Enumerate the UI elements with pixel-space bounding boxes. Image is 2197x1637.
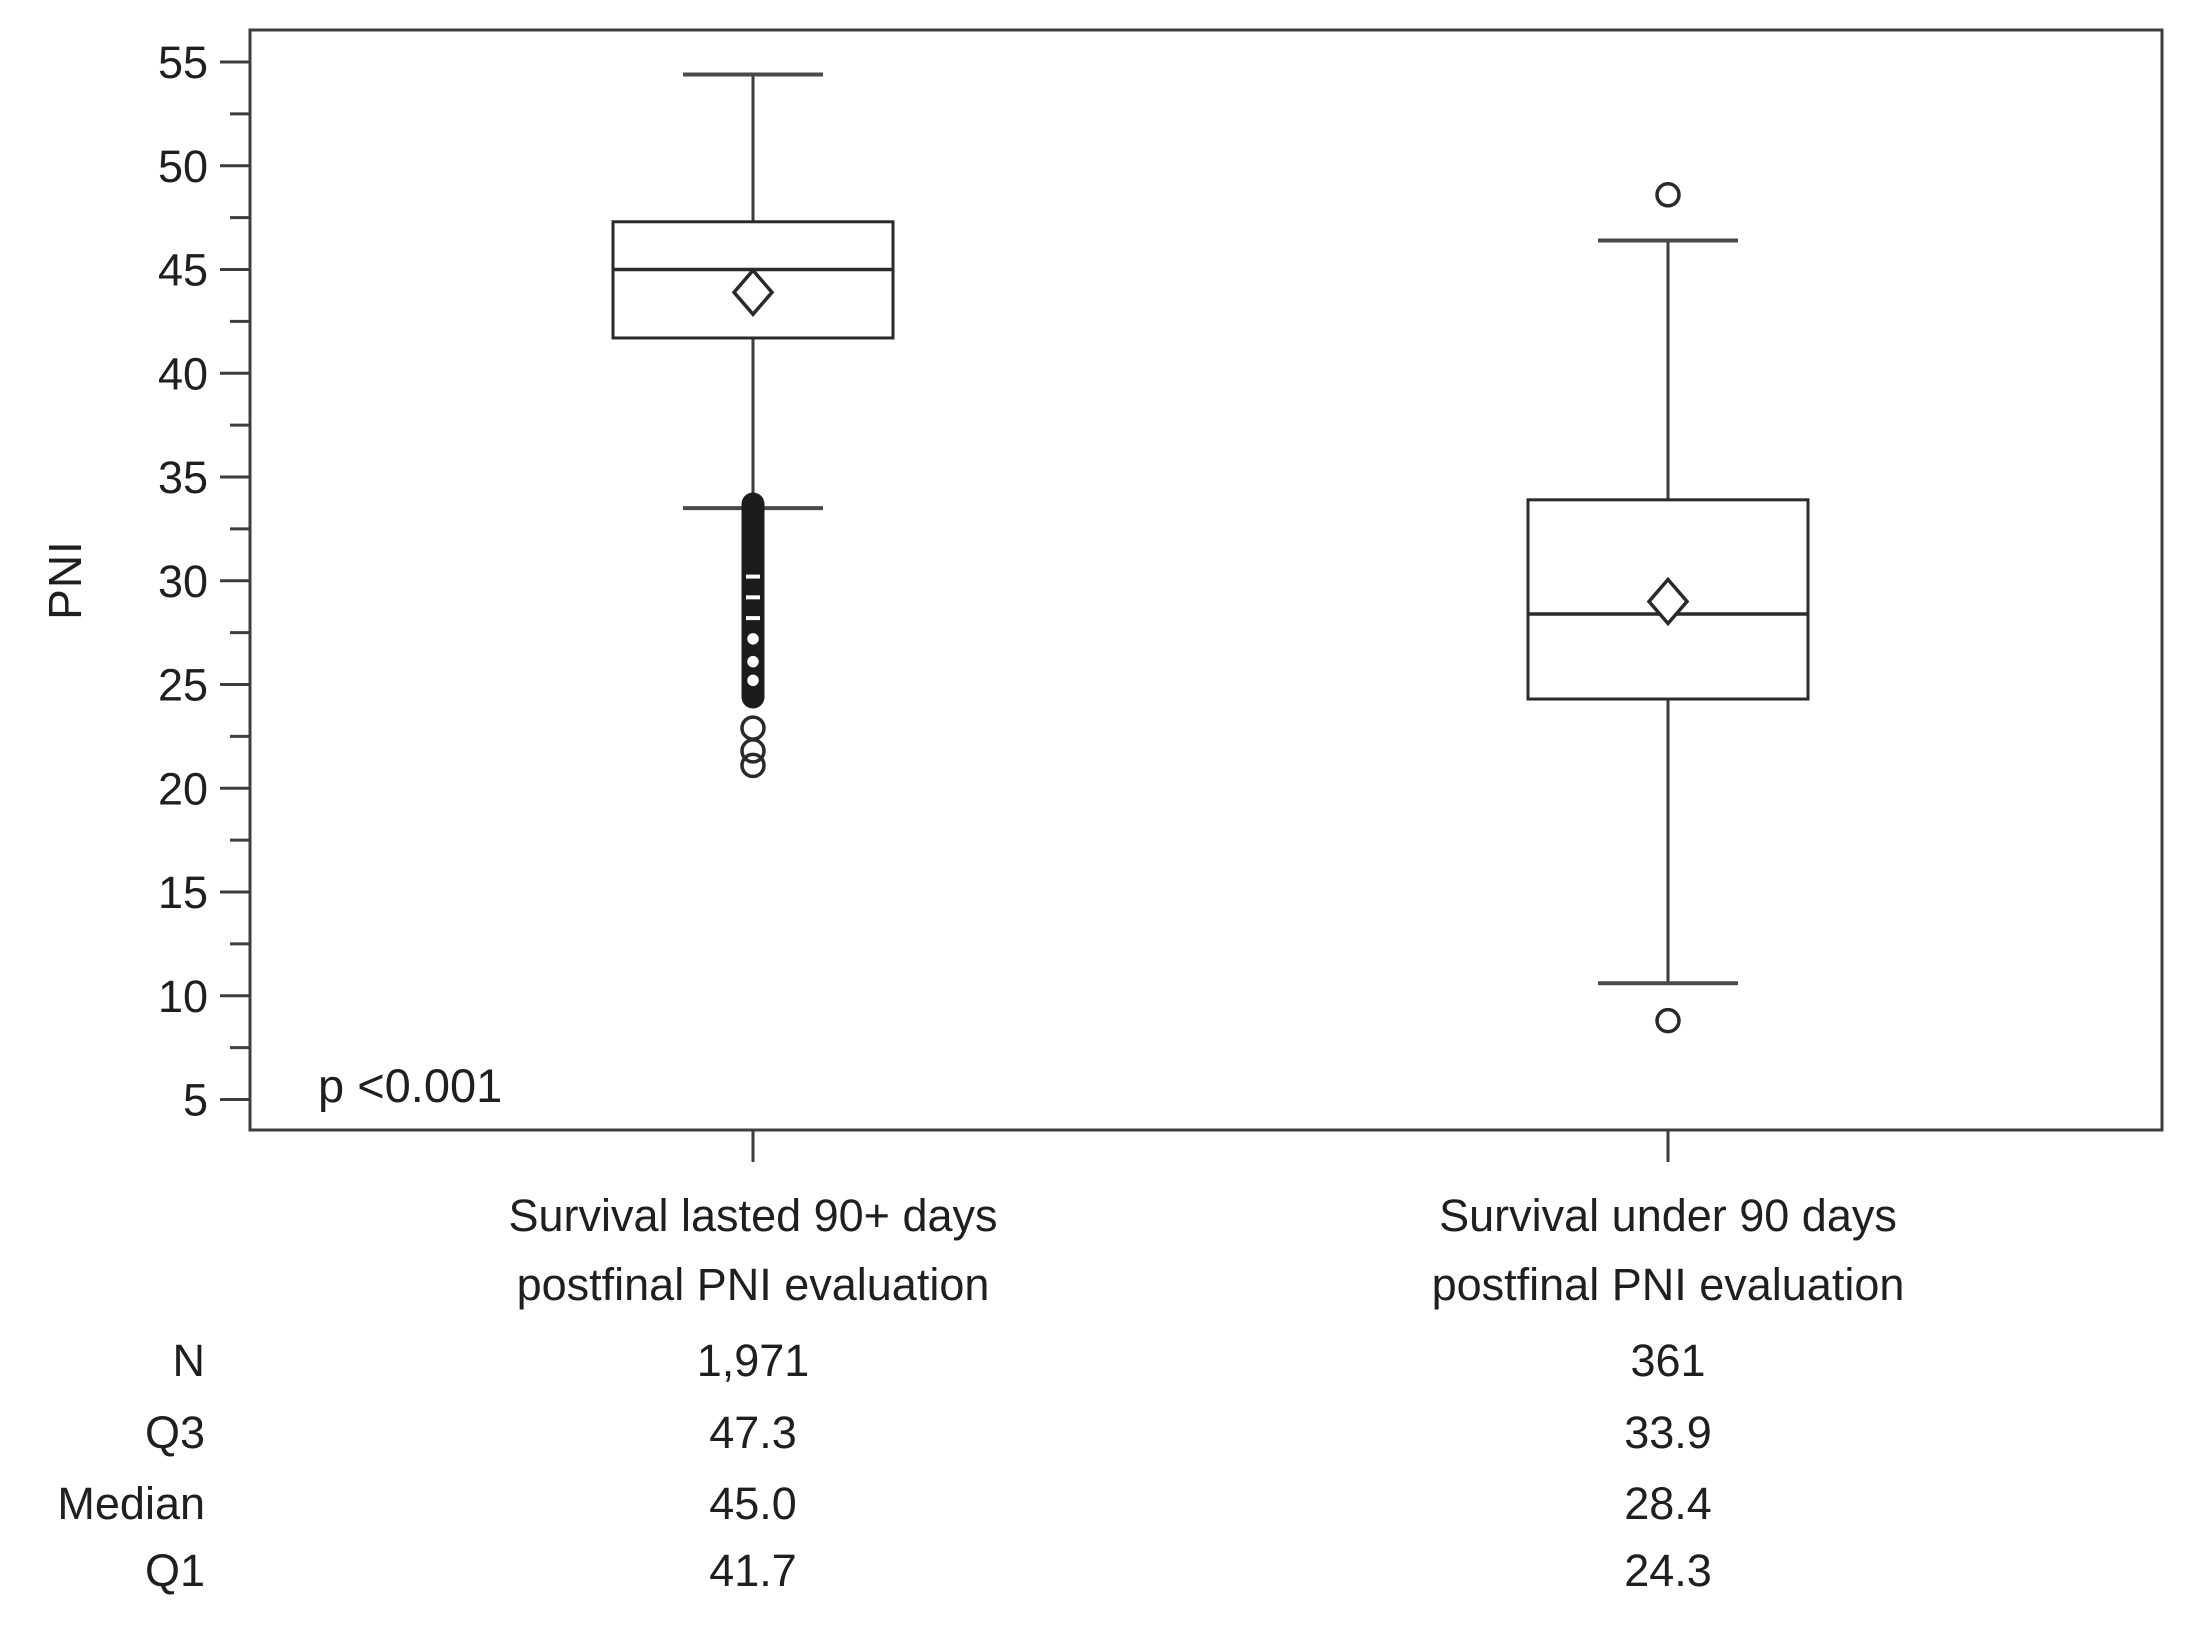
outlier-circle <box>740 752 766 779</box>
cluster-gap-dash <box>746 616 760 621</box>
y-tick-label: 45 <box>158 245 208 296</box>
cluster-gap-dash <box>746 595 760 600</box>
y-axis-title: PNI <box>39 540 91 620</box>
y-tick-label: 15 <box>158 867 208 918</box>
table-row-n: N 1,971 361 <box>0 1335 2197 1389</box>
y-tick-label: 30 <box>158 556 208 607</box>
y-tick-label: 35 <box>158 452 208 503</box>
row-label-median: Median <box>57 1478 205 1529</box>
n-group2: 361 <box>1630 1335 1706 1386</box>
group1-label-line1: Survival lasted 90+ days <box>508 1190 998 1241</box>
cluster-ring <box>744 653 762 670</box>
table-row-q1: Q1 41.7 24.3 <box>0 1545 2197 1599</box>
y-tick-label: 55 <box>158 37 208 88</box>
outlier-cluster <box>741 492 765 709</box>
outlier-circle <box>740 715 766 741</box>
group2-label-line2: postfinal PNI evaluation <box>1431 1259 1905 1310</box>
mean-diamond <box>1646 576 1690 627</box>
y-tick-label: 20 <box>158 763 208 814</box>
q3-group2: 33.9 <box>1624 1407 1712 1458</box>
q1-group1: 41.7 <box>709 1545 797 1596</box>
y-tick-label: 50 <box>158 141 208 192</box>
row-label-n: N <box>172 1335 206 1386</box>
plot-border <box>248 28 2164 1132</box>
cluster-ring <box>744 630 762 648</box>
row-label-q3: Q3 <box>144 1407 205 1458</box>
outlier-circle <box>1655 182 1681 208</box>
cluster-gap-dash <box>746 574 760 579</box>
row-label-q1: Q1 <box>144 1545 205 1596</box>
n-group1: 1,971 <box>696 1335 810 1386</box>
y-tick-label: 10 <box>158 971 208 1022</box>
group2-label-line1: Survival under 90 days <box>1439 1190 1897 1241</box>
median-group1: 45.0 <box>709 1478 797 1529</box>
cluster-ring <box>744 672 762 689</box>
mean-diamond <box>731 267 775 318</box>
median-group2: 28.4 <box>1624 1478 1712 1529</box>
table-row-q3: Q3 47.3 33.9 <box>0 1407 2197 1461</box>
q3-group1: 47.3 <box>709 1407 797 1458</box>
y-tick-label: 5 <box>183 1075 208 1126</box>
outlier-circle <box>1655 1007 1681 1034</box>
group1-label-line2: postfinal PNI evaluation <box>516 1259 990 1310</box>
outlier-circle <box>740 738 766 764</box>
table-row-median: Median 45.0 28.4 <box>0 1478 2197 1532</box>
p-value-annotation: p <0.001 <box>318 1059 503 1112</box>
y-tick-label: 25 <box>158 660 208 711</box>
q1-group2: 24.3 <box>1624 1545 1712 1596</box>
y-tick-label: 40 <box>158 348 208 399</box>
